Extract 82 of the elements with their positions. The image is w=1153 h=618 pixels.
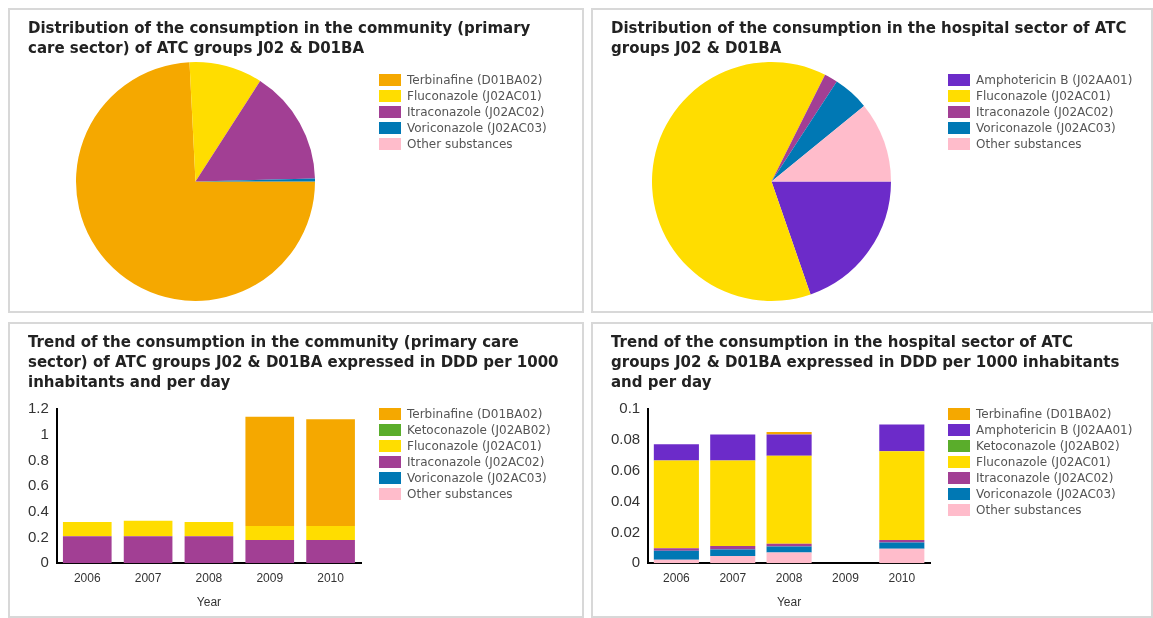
bar — [766, 546, 812, 553]
bar — [653, 548, 699, 551]
y-tick-label: 0.04 — [610, 491, 641, 509]
legend-label: Itraconazole (J02AC02) — [976, 104, 1114, 120]
bar — [653, 550, 699, 560]
bar — [245, 525, 295, 541]
x-tick-label: 2010 — [888, 570, 916, 585]
x-tick-label: 2010 — [317, 570, 345, 585]
bar — [184, 536, 234, 564]
legend-label: Other substances — [976, 136, 1082, 152]
legend-label: Amphotericin B (J02AA01) — [976, 72, 1133, 88]
bar — [879, 548, 925, 564]
x-tick-label: 2008 — [775, 570, 803, 585]
y-tick-label: 0.4 — [27, 501, 49, 519]
legend-label: Other substances — [976, 502, 1082, 518]
legend-label: Ketoconazole (J02AB02) — [407, 422, 551, 438]
bar — [879, 424, 925, 452]
legend-label: Voriconazole (J02AC03) — [407, 470, 547, 486]
y-tick-label: 0.6 — [27, 476, 49, 494]
bar — [710, 460, 756, 547]
y-tick-label: 0.2 — [27, 527, 49, 545]
bar — [184, 522, 234, 537]
legend-label: Other substances — [407, 486, 513, 502]
chart-title: Distribution of the consumption in the community (primary care sector) of ATC groups J02 & D01BA — [28, 18, 532, 58]
legend-label: Itraconazole (J02AC02) — [976, 470, 1114, 486]
x-tick-label: 2006 — [73, 570, 101, 585]
bar — [245, 540, 295, 564]
bar — [766, 455, 812, 544]
x-tick-label: 2009 — [832, 570, 860, 585]
legend-label: Ketoconazole (J02AB02) — [976, 438, 1120, 454]
y-tick-label: 1 — [40, 424, 49, 442]
legend-label: Fluconazole (J02AC01) — [976, 88, 1111, 104]
chart-title: Trend of the consumption in the community (primary care sector) of ATC groups J02 & D01BA expressed in DDD per 1000 inhabitants and per day — [28, 332, 560, 392]
y-tick-label: 0.06 — [610, 460, 641, 478]
legend-label: Other substances — [407, 136, 513, 152]
chart-title: Trend of the consumption in the hospital sector of ATC groups J02 & D01BA expressed in DDD per 1000 inhabitants and per day — [611, 332, 1121, 392]
legend-label: Fluconazole (J02AC01) — [407, 88, 542, 104]
bar — [766, 431, 812, 435]
y-tick-label: 1.2 — [27, 399, 49, 417]
bar — [62, 536, 112, 564]
x-axis-title: Year — [776, 595, 802, 610]
chart-title: Distribution of the consumption in the hospital sector of ATC groups J02 & D01BA — [611, 18, 1128, 58]
legend-label: Voriconazole (J02AC03) — [976, 486, 1116, 502]
y-tick-label: 0.02 — [610, 522, 641, 540]
bar — [879, 539, 925, 543]
bar — [62, 522, 112, 537]
bar — [306, 419, 355, 526]
legend-label: Fluconazole (J02AC01) — [407, 438, 542, 454]
bar — [710, 556, 756, 564]
bar — [710, 549, 756, 557]
x-tick-label: 2006 — [663, 570, 691, 585]
legend-label: Voriconazole (J02AC03) — [976, 120, 1116, 136]
x-tick-label: 2008 — [195, 570, 223, 585]
bar — [766, 434, 812, 456]
bar — [653, 460, 699, 549]
legend-label: Voriconazole (J02AC03) — [407, 120, 547, 136]
y-tick-label: 0.1 — [619, 399, 641, 417]
legend-label: Amphotericin B (J02AA01) — [976, 422, 1133, 438]
y-tick-label: 0.8 — [27, 450, 49, 468]
x-tick-label: 2007 — [719, 570, 747, 585]
legend-label: Terbinafine (D01BA02) — [407, 406, 543, 422]
x-tick-label: 2007 — [134, 570, 162, 585]
legend-label: Itraconazole (J02AC02) — [407, 104, 545, 120]
y-tick-label: 0 — [40, 553, 49, 571]
legend-label: Terbinafine (D01BA02) — [407, 72, 543, 88]
legend-label: Itraconazole (J02AC02) — [407, 454, 545, 470]
bar — [710, 434, 756, 461]
bar — [879, 542, 925, 549]
x-tick-label: 2009 — [256, 570, 284, 585]
bar — [653, 444, 699, 461]
y-tick-label: 0 — [631, 553, 641, 571]
bar — [306, 525, 355, 541]
bar — [123, 520, 173, 537]
x-axis-title: Year — [196, 595, 222, 610]
bar — [306, 540, 355, 564]
bar — [123, 536, 173, 564]
bar — [245, 416, 295, 526]
y-tick-label: 0.08 — [610, 429, 641, 447]
legend-label: Terbinafine (D01BA02) — [976, 406, 1112, 422]
bar — [879, 451, 925, 540]
bar — [766, 552, 812, 564]
legend-label: Fluconazole (J02AC01) — [976, 454, 1111, 470]
